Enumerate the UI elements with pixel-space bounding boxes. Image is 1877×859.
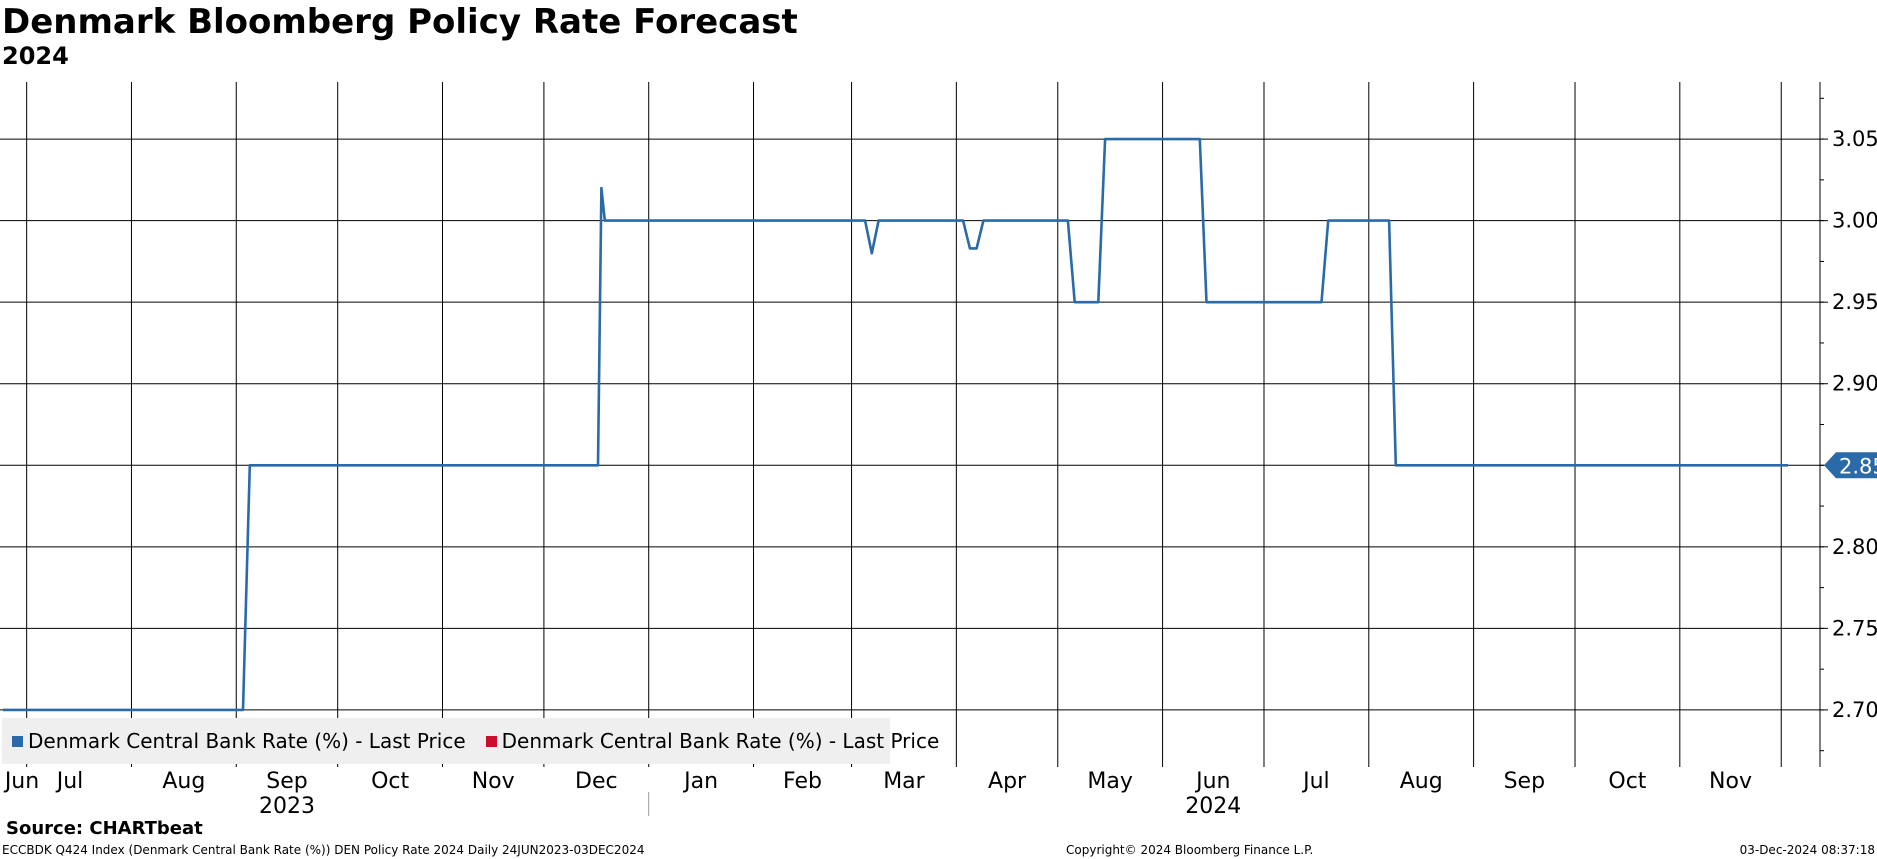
y-tick-label: 3.05 xyxy=(1832,127,1877,151)
y-tick-label: 2.90 xyxy=(1832,372,1877,396)
series-layer xyxy=(3,137,1788,712)
x-tick-label: Aug xyxy=(1400,769,1443,794)
legend-item-2[interactable]: Denmark Central Bank Rate (%) - Last Pri… xyxy=(485,729,940,753)
label-layer: 2.85 xyxy=(1824,452,1877,479)
legend-item-1[interactable]: Denmark Central Bank Rate (%) - Last Pri… xyxy=(12,729,466,753)
x-tick-label: Aug xyxy=(162,769,205,794)
last-value-text: 2.85 xyxy=(1839,454,1877,478)
x-tick-label: Oct xyxy=(371,769,409,794)
source-note: Source: CHARTbeat xyxy=(6,818,203,839)
series-line-1 xyxy=(3,137,1788,712)
y-tick-label: 2.80 xyxy=(1832,535,1877,559)
legend: Denmark Central Bank Rate (%) - Last Pri… xyxy=(2,718,939,764)
x-tick-label: Nov xyxy=(472,769,515,794)
x-tick-label: Jul xyxy=(1301,769,1330,794)
x-tick-label: Oct xyxy=(1608,769,1646,794)
x-tick-label: Jun xyxy=(3,769,39,794)
x-tick-label: Jul xyxy=(55,769,84,794)
footer-copyright: Copyright© 2024 Bloomberg Finance L.P. xyxy=(1066,843,1314,857)
x-tick-label: Feb xyxy=(783,769,822,794)
y-tick-label: 2.75 xyxy=(1832,616,1877,640)
year-label: 2023 xyxy=(259,794,315,819)
legend-label-1: Denmark Central Bank Rate (%) - Last Pri… xyxy=(28,729,466,753)
axis-layer: 2.70 2.75 2.80 2.85 2.90 2.95 3.00 3.05 Jun Jul Au… xyxy=(3,82,1877,819)
legend-swatch-2 xyxy=(485,735,497,747)
x-tick-label: Nov xyxy=(1709,769,1752,794)
y-tick-label: 3.00 xyxy=(1832,209,1877,233)
footer-ticker-info: ECCBDK Q424 Index (Denmark Central Bank … xyxy=(2,843,645,857)
x-tick-label: Mar xyxy=(883,769,925,794)
x-tick-label: Apr xyxy=(988,769,1027,794)
x-tick-label: Sep xyxy=(1504,769,1545,794)
year-label: 2024 xyxy=(1185,794,1241,819)
footer-timestamp: 03-Dec-2024 08:37:18 xyxy=(1739,843,1875,857)
x-tick-label: Jan xyxy=(682,769,718,794)
legend-label-2: Denmark Central Bank Rate (%) - Last Pri… xyxy=(501,729,940,753)
chart-subtitle: 2024 xyxy=(2,42,69,70)
x-tick-label: Sep xyxy=(266,769,307,794)
y-tick-label: 2.70 xyxy=(1832,698,1877,722)
x-tick-label: Dec xyxy=(575,769,618,794)
chart-title: Denmark Bloomberg Policy Rate Forecast xyxy=(2,2,798,42)
y-tick-label: 2.95 xyxy=(1832,290,1877,314)
legend-swatch-1 xyxy=(12,735,23,747)
x-tick-label: May xyxy=(1087,769,1132,794)
x-tick-label: Jun xyxy=(1194,769,1230,794)
grid-layer xyxy=(0,82,1820,767)
last-value-badge xyxy=(1824,452,1877,479)
last-value-label: 2.85 xyxy=(1824,452,1877,479)
